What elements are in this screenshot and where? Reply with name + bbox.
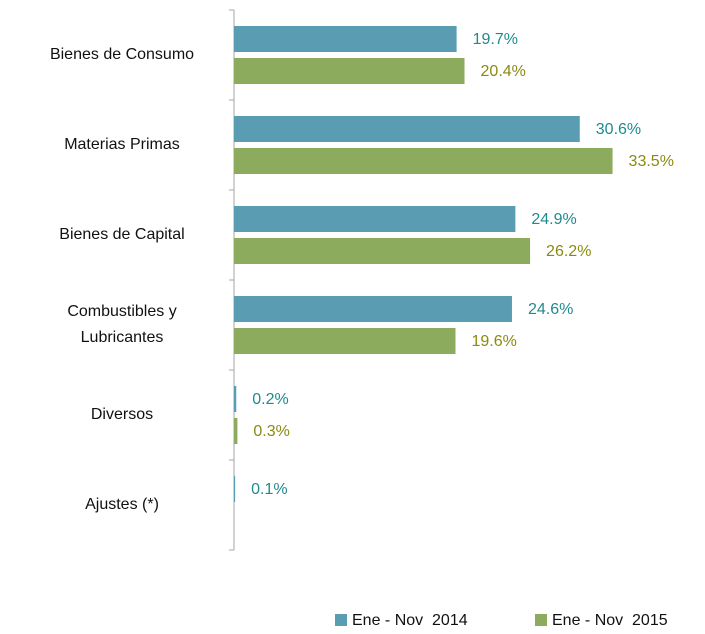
legend-label: Ene - Nov 2014 bbox=[352, 612, 468, 629]
data-label: 24.6% bbox=[528, 301, 573, 318]
data-label: 19.7% bbox=[473, 31, 518, 48]
bar bbox=[234, 206, 516, 232]
bar bbox=[234, 238, 531, 264]
y-tick-label: Bienes de Consumo bbox=[49, 46, 195, 63]
bar bbox=[234, 58, 465, 84]
y-tick-label: Combustibles y Lubricantes bbox=[67, 303, 177, 346]
legend-swatch bbox=[335, 614, 347, 626]
data-label: 19.6% bbox=[471, 333, 516, 350]
bar bbox=[234, 328, 456, 354]
bar bbox=[234, 418, 238, 444]
bar bbox=[234, 476, 236, 502]
bar bbox=[234, 26, 457, 52]
bar bbox=[234, 296, 512, 322]
data-label: 30.6% bbox=[596, 121, 641, 138]
bar bbox=[234, 148, 613, 174]
data-label: 26.2% bbox=[546, 243, 591, 260]
data-label: 24.9% bbox=[531, 211, 576, 228]
bar bbox=[234, 386, 237, 412]
y-tick-label: Bienes de Capital bbox=[59, 226, 185, 243]
y-tick-label: Materias Primas bbox=[64, 136, 180, 153]
bar bbox=[234, 116, 580, 142]
data-label: 33.5% bbox=[629, 153, 674, 170]
legend-label: Ene - Nov 2015 bbox=[552, 612, 668, 629]
y-tick-label: Diversos bbox=[90, 406, 154, 423]
data-label: 20.4% bbox=[481, 63, 526, 80]
data-label: 0.1% bbox=[251, 481, 287, 498]
data-label: 0.3% bbox=[253, 423, 289, 440]
legend-swatch bbox=[535, 614, 547, 626]
data-label: 0.2% bbox=[252, 391, 288, 408]
y-tick-label: Ajustes (*) bbox=[85, 496, 159, 513]
